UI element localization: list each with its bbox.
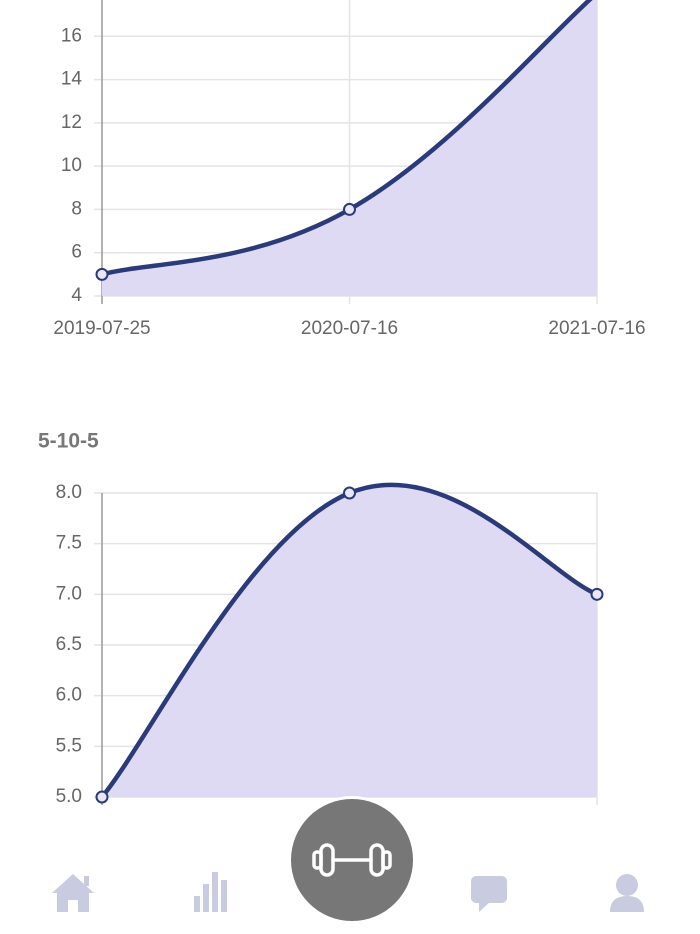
y-tick-label: 7.0 <box>56 583 82 604</box>
y-tick-label: 12 <box>61 112 82 133</box>
y-tick-label: 4 <box>71 285 82 306</box>
area <box>102 0 597 296</box>
area <box>102 484 597 797</box>
charts: 4 6 8 10 12 14 16 18 2019-07-25 2020-07-16 2021-07… <box>38 0 646 807</box>
y-tick-label: 8 <box>71 198 82 219</box>
y-tick-label: 16 <box>61 25 82 46</box>
y-tick-label: 6.5 <box>56 634 82 655</box>
dumbbell-icon <box>312 843 392 877</box>
point <box>590 587 604 601</box>
y-tick-label: 6 <box>71 242 82 263</box>
point <box>343 486 356 500</box>
y-tick-label: 5.0 <box>56 786 82 807</box>
home-icon[interactable] <box>52 874 94 912</box>
line <box>100 482 598 799</box>
y-tick-label: 10 <box>61 155 82 176</box>
point <box>343 202 356 216</box>
y-tick-label: 8.0 <box>56 482 82 503</box>
tab-bar <box>0 796 700 934</box>
y-tick-label: 5.5 <box>56 735 82 756</box>
x-tick-label: 2020-07-16 <box>301 318 398 339</box>
x-tick-label: 2019-07-25 <box>53 318 150 339</box>
point <box>95 790 109 804</box>
point <box>95 267 109 281</box>
y-tick-label: 7.5 <box>56 533 82 554</box>
profile-icon[interactable] <box>610 874 644 912</box>
chart-title: 5-10-5 <box>38 430 99 453</box>
y-tick-label: 18 <box>61 0 82 3</box>
y-tick-label: 6.0 <box>56 685 82 706</box>
x-tick-label: 2021-07-16 <box>548 318 645 339</box>
stats-icon[interactable] <box>194 872 227 912</box>
chat-icon[interactable] <box>471 876 507 912</box>
y-tick-label: 14 <box>61 69 83 90</box>
